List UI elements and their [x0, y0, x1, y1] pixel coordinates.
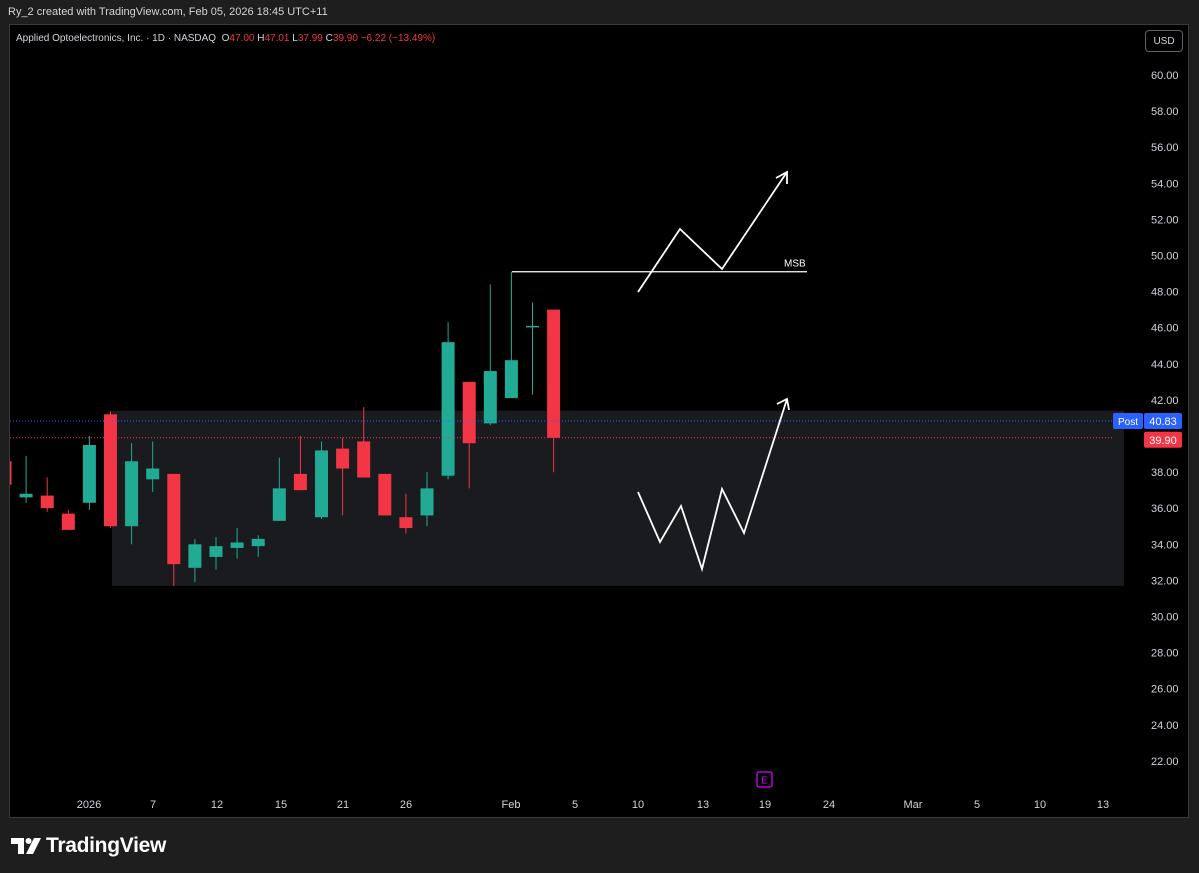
candle-body[interactable] — [125, 461, 139, 527]
candle-body[interactable] — [230, 542, 244, 548]
y-tick-label: 28.00 — [1151, 648, 1179, 660]
candle-body[interactable] — [167, 473, 181, 565]
projection-arrowhead-upper — [775, 170, 788, 184]
y-tick-label: 46.00 — [1151, 323, 1179, 335]
candle-body[interactable] — [188, 544, 202, 568]
x-tick-label: 5 — [572, 799, 578, 811]
x-tick-label: 10 — [632, 799, 644, 811]
x-tick-label: 5 — [974, 799, 980, 811]
x-tick-label: 19 — [759, 799, 771, 811]
y-tick-label: 36.00 — [1151, 503, 1179, 515]
projection-arrowhead-lower — [776, 397, 790, 411]
y-tick-label: 44.00 — [1151, 359, 1179, 371]
candle-body[interactable] — [399, 517, 413, 529]
x-tick-label: 15 — [275, 799, 287, 811]
candle-body[interactable] — [336, 448, 350, 469]
symbol-name[interactable]: Applied Optoelectronics, Inc. · 1D · NAS… — [16, 33, 217, 44]
y-tick-label: 48.00 — [1151, 287, 1179, 299]
candle-body[interactable] — [293, 473, 307, 491]
candle-body[interactable] — [483, 371, 497, 424]
candle-body[interactable] — [504, 360, 518, 399]
x-tick-label: 2026 — [77, 799, 101, 811]
candle-body[interactable] — [104, 414, 117, 527]
open-value: 47.00 — [229, 33, 255, 44]
projection-path-lower[interactable] — [637, 398, 788, 573]
candle-body[interactable] — [40, 495, 54, 509]
close-label: C — [325, 33, 333, 44]
candle-body[interactable] — [357, 441, 371, 478]
x-tick-label: 7 — [150, 799, 156, 811]
y-tick-label: 30.00 — [1151, 612, 1179, 624]
candle-body[interactable] — [0, 461, 12, 485]
currency-button[interactable]: USD — [1145, 30, 1183, 52]
y-tick-label: 34.00 — [1151, 539, 1179, 551]
post-price-badge — [1144, 413, 1182, 430]
y-tick-label: 32.00 — [1151, 575, 1179, 587]
msb-label: MSB — [784, 259, 806, 270]
candle-body[interactable] — [378, 473, 392, 516]
x-tick-label: Feb — [502, 799, 521, 811]
projection-path-upper[interactable] — [637, 171, 788, 293]
footer-bar — [0, 818, 1199, 873]
candle-body[interactable] — [82, 445, 96, 503]
x-tick-label: 13 — [1097, 799, 1109, 811]
candle-body[interactable] — [441, 342, 455, 476]
last-price-badge — [1144, 431, 1182, 448]
post-price-value: 40.83 — [1149, 416, 1177, 428]
candle-body[interactable] — [526, 325, 539, 328]
tradingview-logo-icon — [11, 838, 41, 854]
created-by-text: Ry_2 created with TradingView.com, Feb 0… — [8, 6, 328, 18]
y-tick-label: 60.00 — [1151, 70, 1179, 82]
top-bar: Ry_2 created with TradingView.com, Feb 0… — [0, 0, 1199, 24]
y-tick-label: 52.00 — [1151, 214, 1179, 226]
y-tick-label: 58.00 — [1151, 106, 1179, 118]
candle-body[interactable] — [462, 381, 476, 444]
tradingview-logo[interactable]: TradingView — [11, 834, 166, 858]
candle-body[interactable] — [209, 546, 223, 557]
low-value: 37.99 — [297, 33, 323, 44]
x-tick-label: 26 — [400, 799, 412, 811]
high-label: H — [257, 33, 265, 44]
candle-body[interactable] — [251, 538, 265, 547]
y-tick-label: 24.00 — [1151, 720, 1179, 732]
earnings-marker-label: E — [761, 776, 768, 787]
candle-body[interactable] — [315, 450, 328, 518]
candle-body[interactable] — [420, 488, 434, 516]
y-tick-label: 22.00 — [1151, 756, 1179, 768]
y-tick-label: 54.00 — [1151, 178, 1179, 190]
last-price-value: 39.90 — [1149, 435, 1177, 447]
candle-body[interactable] — [272, 488, 286, 521]
y-tick-label: 50.00 — [1151, 251, 1179, 263]
candle-body[interactable] — [61, 513, 75, 530]
post-badge — [1113, 413, 1143, 430]
range-zone[interactable] — [112, 410, 1124, 586]
close-value: 39.90 — [332, 33, 358, 44]
y-tick-label: 26.00 — [1151, 684, 1179, 696]
x-tick-label: 10 — [1034, 799, 1046, 811]
earnings-marker-icon[interactable] — [756, 771, 773, 788]
x-tick-label: 12 — [211, 799, 223, 811]
x-tick-label: 24 — [823, 799, 835, 811]
y-tick-label: 42.00 — [1151, 395, 1179, 407]
y-tick-label: 56.00 — [1151, 142, 1179, 154]
x-tick-label: 21 — [337, 799, 349, 811]
low-label: L — [292, 33, 298, 44]
x-tick-label: 13 — [697, 799, 709, 811]
candle-body[interactable] — [146, 468, 160, 480]
candle-body[interactable] — [547, 309, 561, 438]
symbol-legend: Applied Optoelectronics, Inc. · 1D · NAS… — [16, 33, 435, 44]
high-value: 47.01 — [264, 33, 290, 44]
candle-body[interactable] — [19, 493, 33, 498]
open-label: O — [221, 33, 230, 44]
y-tick-label: 38.00 — [1151, 467, 1179, 479]
change-value: −6.22 (−13.49%) — [360, 33, 436, 44]
post-badge-label: Post — [1118, 417, 1138, 428]
x-tick-label: Mar — [904, 799, 923, 811]
